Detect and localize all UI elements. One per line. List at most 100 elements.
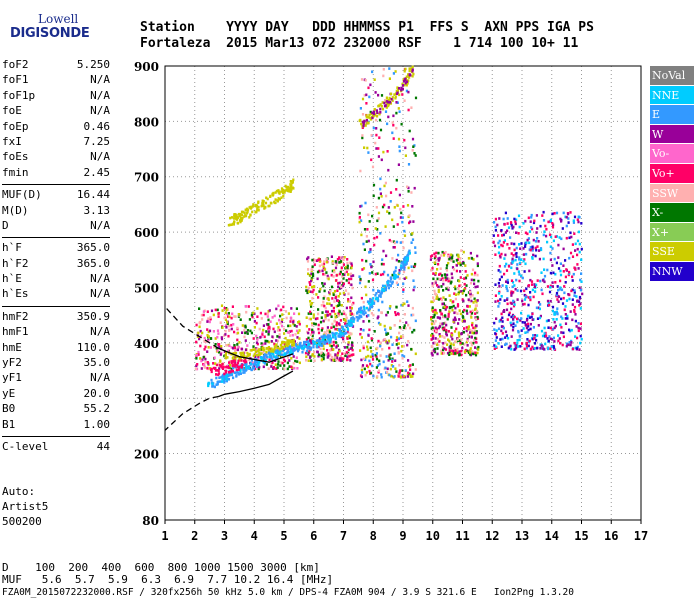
- echo-cluster-5-point: [524, 331, 527, 334]
- echo-cluster-4-point: [441, 250, 444, 254]
- low-trace-point: [240, 366, 243, 369]
- echo-cluster-3-point: [360, 296, 363, 300]
- echo-cluster-4-point: [469, 351, 472, 354]
- low-trace-point: [231, 364, 234, 367]
- echo-cluster-5-point: [495, 317, 498, 320]
- echo-cluster-5-point: [501, 332, 504, 335]
- echo-cluster-4-point: [446, 317, 449, 321]
- echo-cluster-5-point: [571, 255, 575, 258]
- echo-cluster-3-point: [385, 333, 388, 336]
- low-trace-point: [283, 345, 286, 348]
- echo-cluster-5-point: [549, 299, 552, 303]
- echo-cluster-5-point: [531, 256, 534, 259]
- echo-cluster-5-point: [505, 269, 509, 272]
- echo-cluster-2-point: [308, 281, 311, 284]
- echo-cluster-3-point: [365, 240, 368, 243]
- echo-cluster-3-point: [376, 375, 379, 378]
- f-layer-trace-point: [335, 332, 338, 335]
- echo-cluster-3-point: [377, 217, 380, 220]
- echo-cluster-3-point: [392, 365, 395, 368]
- echo-cluster-2-point: [322, 262, 326, 266]
- echo-cluster-2-point: [315, 293, 318, 296]
- echo-cluster-2-point: [342, 282, 345, 286]
- echo-cluster-4-point: [440, 349, 443, 353]
- f-layer-trace-point: [235, 374, 238, 377]
- low-trace-point: [271, 349, 274, 352]
- echo-cluster-5-point: [562, 335, 565, 339]
- echo-cluster-2-point: [337, 285, 340, 289]
- echo-cluster-3-point: [365, 93, 368, 97]
- echo-cluster-5-point: [543, 280, 546, 284]
- echo-cluster-1-point: [293, 312, 296, 315]
- echo-cluster-4-point: [431, 337, 435, 340]
- echo-cluster-4-point: [467, 325, 470, 328]
- echo-cluster-4-point: [446, 343, 449, 346]
- f-layer-trace-point: [274, 355, 277, 359]
- echo-cluster-5-point: [562, 247, 565, 251]
- echo-cluster-3-point: [398, 363, 401, 367]
- echo-cluster-5-point: [563, 291, 566, 295]
- upper-trace-point: [411, 65, 414, 69]
- echo-cluster-2-point: [337, 312, 340, 315]
- echo-cluster-2-point: [318, 290, 321, 293]
- echo-cluster-5-point: [574, 319, 577, 323]
- echo-cluster-5-point: [516, 298, 519, 301]
- echo-cluster-5-point: [523, 258, 526, 261]
- echo-cluster-5-point: [526, 238, 529, 242]
- echo-cluster-4-point: [457, 322, 460, 325]
- echo-cluster-3-point: [411, 375, 414, 378]
- echo-cluster-2-point: [323, 289, 326, 293]
- low-trace-point: [245, 355, 248, 358]
- echo-cluster-2-point: [350, 353, 353, 357]
- upper-trace-point: [407, 73, 410, 76]
- echo-cluster-2-point: [305, 316, 308, 319]
- low-trace-point: [225, 365, 228, 369]
- f-layer-trace-point: [278, 351, 281, 355]
- echo-cluster-4-point: [432, 296, 435, 299]
- echo-cluster-2-point: [334, 315, 337, 319]
- echo-cluster-3-point: [393, 246, 396, 249]
- echo-cluster-3-point: [380, 311, 383, 315]
- f-layer-trace-point: [312, 343, 315, 346]
- echo-cluster-2-point: [327, 354, 330, 358]
- echo-cluster-2-point: [309, 312, 313, 315]
- echo-cluster-1-point: [200, 367, 203, 370]
- f-layer-trace-point: [232, 367, 235, 370]
- echo-cluster-1-point: [234, 315, 237, 318]
- echo-cluster-5-point: [516, 339, 519, 342]
- upper-trace-point: [404, 77, 407, 81]
- echo-cluster-5-point: [514, 220, 517, 223]
- f-layer-trace-point: [211, 385, 214, 388]
- echo-cluster-5-point: [494, 253, 497, 256]
- echo-cluster-3-point: [412, 288, 415, 292]
- echo-cluster-4-point: [452, 268, 456, 271]
- echo-cluster-4-point: [444, 348, 448, 351]
- echo-cluster-3-point: [411, 232, 414, 235]
- upper-trace-point: [371, 111, 374, 115]
- y-tick-label: 300: [134, 392, 159, 406]
- f-layer-trace-point: [252, 367, 256, 370]
- upper-trace-point: [383, 104, 387, 108]
- echo-cluster-4-point: [454, 297, 457, 301]
- f-layer-trace-point: [381, 284, 385, 288]
- echo-cluster-5-point: [537, 240, 540, 243]
- echo-cluster-3-point: [410, 265, 413, 268]
- f-layer-trace-point: [324, 336, 327, 340]
- f-layer-trace-point: [225, 373, 228, 377]
- echo-cluster-3-point: [377, 147, 380, 150]
- f-layer-trace-point: [407, 252, 410, 256]
- echo-cluster-4-point: [433, 261, 436, 264]
- echo-cluster-2-point: [347, 273, 350, 276]
- upper-trace-point: [287, 188, 290, 192]
- echo-cluster-4-point: [458, 290, 461, 293]
- upper-trace-point: [248, 216, 251, 219]
- f-layer-trace-point: [320, 344, 324, 347]
- echo-cluster-2-point: [339, 260, 342, 263]
- echo-cluster-5-point: [545, 234, 548, 238]
- echo-cluster-1-point: [265, 323, 269, 326]
- echo-cluster-1-point: [259, 311, 262, 315]
- echo-cluster-3-point: [382, 74, 385, 78]
- param-row-foes: foEs N/A: [2, 150, 110, 165]
- low-trace-point: [265, 350, 268, 354]
- echo-cluster-1-point: [202, 313, 205, 317]
